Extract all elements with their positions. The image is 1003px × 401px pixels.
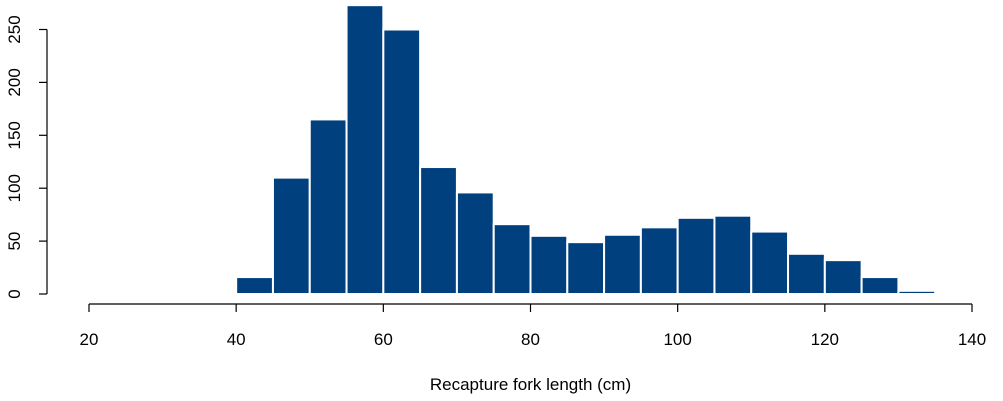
histogram-bar-80-85 [529, 234, 569, 295]
x-tick-label: 20 [80, 330, 99, 349]
y-tick-label: 0 [5, 289, 24, 298]
histogram-bar-100-105 [676, 216, 716, 296]
x-tick-label: 100 [663, 330, 691, 349]
histogram-bar-90-95 [603, 233, 642, 295]
histogram-bar-105-110 [713, 214, 753, 295]
histogram-bar-45-50 [271, 176, 311, 295]
x-tick-label: 120 [811, 330, 839, 349]
histogram-bar-65-70 [419, 166, 458, 295]
y-tick-label: 250 [5, 15, 24, 43]
histogram-bar-130-135 [897, 289, 937, 295]
histogram-bar-115-120 [787, 252, 826, 296]
x-tick-label: 80 [521, 330, 540, 349]
bars-layer [235, 4, 937, 296]
y-tick-label: 150 [5, 121, 24, 149]
x-tick-label: 40 [227, 330, 246, 349]
histogram-bar-85-90 [566, 241, 606, 296]
histogram-bar-60-65 [382, 28, 422, 295]
histogram-bar-110-115 [750, 230, 790, 296]
histogram-bar-75-80 [492, 223, 532, 295]
histogram-bar-125-130 [860, 276, 900, 295]
y-axis: 0 50 100 150 200 250 [5, 15, 48, 299]
y-tick-label: 100 [5, 174, 24, 202]
histogram-bar-120-125 [823, 259, 863, 296]
histogram-bar-95-100 [639, 226, 679, 295]
x-axis: 20 40 60 80 100 120 140 [80, 303, 986, 349]
x-tick-label: 60 [374, 330, 393, 349]
histogram-bar-70-75 [455, 191, 495, 296]
y-tick-label: 200 [5, 68, 24, 96]
histogram-bar-40-45 [235, 276, 274, 295]
x-axis-title: Recapture fork length (cm) [430, 375, 631, 394]
x-tick-label: 140 [958, 330, 986, 349]
histogram-bar-50-55 [308, 118, 348, 296]
y-tick-label: 50 [5, 232, 24, 251]
histogram-bar-55-60 [345, 4, 385, 296]
